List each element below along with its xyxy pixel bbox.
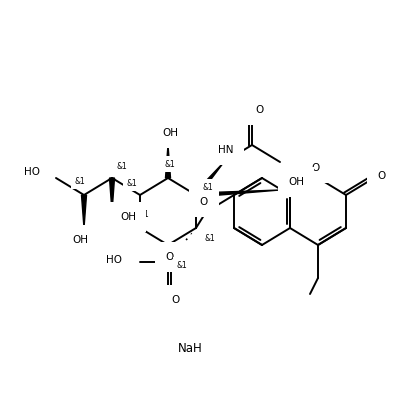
Text: O: O (378, 171, 386, 181)
Polygon shape (166, 145, 171, 178)
Text: &1: &1 (203, 182, 213, 191)
Text: &1: &1 (139, 210, 149, 219)
Text: &1: &1 (127, 178, 138, 188)
Text: &1: &1 (205, 234, 215, 242)
Text: O: O (200, 197, 208, 207)
Text: O: O (172, 295, 180, 305)
Text: &1: &1 (117, 162, 127, 171)
Polygon shape (194, 162, 224, 197)
Polygon shape (81, 195, 87, 228)
Text: HN: HN (218, 145, 234, 155)
Text: HO: HO (24, 167, 40, 177)
Text: NaH: NaH (177, 342, 202, 355)
Text: HO: HO (106, 255, 122, 265)
Text: O: O (312, 163, 320, 173)
Text: H: H (118, 215, 126, 225)
Text: OH: OH (120, 212, 136, 222)
Text: OH: OH (72, 235, 88, 245)
Text: O: O (256, 105, 264, 115)
Text: OH: OH (162, 128, 178, 138)
Text: &1: &1 (164, 160, 175, 169)
Text: &1: &1 (177, 260, 187, 269)
Text: OH: OH (288, 177, 304, 187)
Polygon shape (109, 178, 114, 212)
Polygon shape (196, 190, 280, 197)
Text: O: O (166, 252, 174, 262)
Text: &1: &1 (74, 177, 85, 186)
